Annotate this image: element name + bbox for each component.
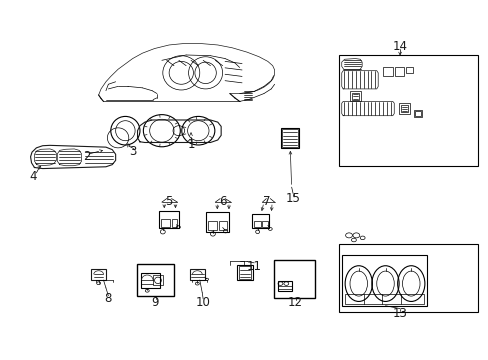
Bar (205, 212, 228, 232)
Bar (237, 265, 252, 280)
Text: 12: 12 (287, 296, 303, 309)
Bar (159, 211, 179, 228)
Bar (171, 219, 177, 227)
Bar (239, 266, 250, 279)
Bar (352, 93, 359, 100)
Text: 5: 5 (165, 195, 172, 208)
Bar (161, 219, 170, 227)
Text: 4: 4 (29, 170, 37, 183)
Text: 1: 1 (187, 138, 194, 151)
Text: 15: 15 (285, 193, 300, 206)
Text: 8: 8 (104, 292, 112, 305)
Bar (282, 129, 297, 147)
Bar (398, 103, 409, 114)
Bar (91, 269, 106, 280)
Bar (414, 111, 420, 116)
Text: 10: 10 (195, 296, 210, 309)
Bar (262, 221, 267, 227)
Bar (339, 55, 477, 166)
Bar (405, 67, 412, 73)
Bar (207, 221, 217, 230)
Bar (277, 281, 291, 292)
Bar (190, 269, 204, 280)
Bar (281, 128, 299, 148)
Text: 6: 6 (219, 195, 226, 208)
Bar (344, 294, 423, 304)
Bar (394, 67, 403, 76)
Bar (252, 214, 269, 228)
Text: 2: 2 (82, 150, 90, 163)
Bar (254, 221, 261, 227)
Text: 14: 14 (392, 40, 407, 53)
Text: 11: 11 (246, 260, 261, 273)
Bar (400, 105, 407, 112)
Text: 9: 9 (150, 296, 158, 309)
Bar (141, 273, 160, 288)
Bar (153, 275, 163, 285)
Bar (136, 264, 174, 296)
Bar (219, 221, 226, 230)
Bar (341, 255, 426, 306)
Text: 3: 3 (129, 145, 136, 158)
Bar (339, 244, 477, 312)
Bar (350, 91, 361, 102)
Text: 7: 7 (262, 195, 269, 208)
Bar (382, 67, 392, 76)
Bar (273, 260, 314, 298)
Text: 13: 13 (392, 307, 407, 320)
Bar (413, 110, 422, 117)
